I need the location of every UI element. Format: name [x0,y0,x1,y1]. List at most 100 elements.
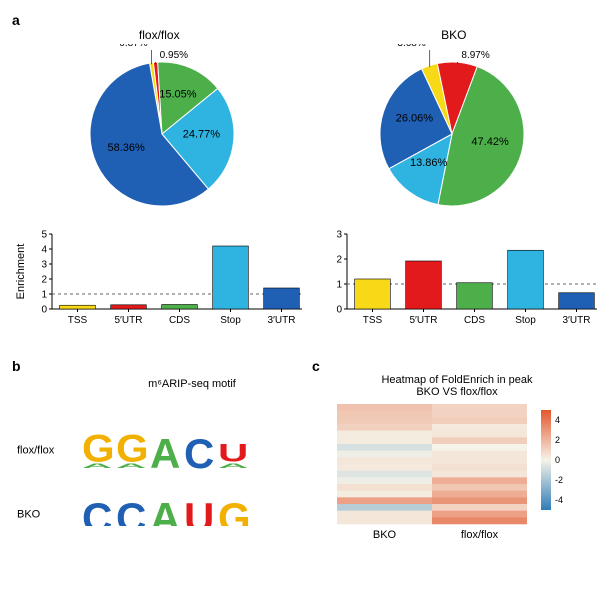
svg-text:5: 5 [41,230,47,241]
colorbar [541,410,551,510]
heat-cell [337,417,432,424]
heat-col-label: BKO [373,529,397,541]
svg-text:4: 4 [41,245,47,256]
logo-letter: C [116,494,146,526]
heat-cell [337,424,432,431]
heat-cell [432,424,527,431]
heat-cell [337,497,432,504]
logo-letter: U [218,440,248,468]
panel-b-title: m⁶ARIP-seq motif [72,378,312,390]
bar-xlabel: 5′UTR [409,315,437,326]
motif-row-label: flox/flox [17,444,55,456]
heat-cell [432,517,527,524]
heat-cell [337,451,432,458]
heat-col-label: flox/flox [461,529,499,541]
bar-3′UTR [558,293,594,309]
figure-root: a flox/flox 0.87% 0.95% 15.05% 24.77% 58.36%… [0,0,613,576]
heat-cell [337,484,432,491]
pie-left: 0.87% 0.95% 15.05% 24.77% 58.36% [12,44,302,224]
svg-text:0: 0 [336,305,342,316]
colorbar-tick: -4 [555,495,563,505]
logo-letter: G [116,426,149,470]
bar-xlabel: 3′UTR [268,315,296,326]
pie-label: 13.86% [409,157,447,169]
bar-xlabel: CDS [169,315,190,326]
motif-logos: flox/floxAGAGACAUBKOCCAUG [12,396,312,526]
heat-cell [337,477,432,484]
heat-cell [432,497,527,504]
bar-xlabel: CDS [463,315,484,326]
panel-label-a: a [12,12,601,28]
panel-bc-row: b m⁶ARIP-seq motif flox/floxAGAGACAUBKOC… [12,344,601,558]
panel-c: c Heatmap of FoldEnrich in peak BKO VS f… [312,358,602,558]
bar-xlabel: Stop [220,315,241,326]
panel-a-row: flox/flox 0.87%0.95%15.05%24.77%58.36% 0… [12,28,601,344]
pie-title-right: BKO [307,28,602,42]
logo-letter: A [150,430,180,477]
logo-letter: G [218,494,251,526]
bar-xlabel: 3′UTR [562,315,590,326]
panel-c-title1: Heatmap of FoldEnrich in peak [312,374,602,386]
panel-b: b m⁶ARIP-seq motif flox/floxAGAGACAUBKOC… [12,358,312,558]
pie-label: 0.95% [160,50,188,61]
svg-text:2: 2 [336,255,342,266]
heat-cell [432,404,527,411]
heat-cell [432,411,527,418]
colorbar-tick: 2 [555,435,560,445]
pie-label: 0.87% [119,44,147,49]
heat-cell [337,504,432,511]
colorbar-tick: 0 [555,455,560,465]
bar-CDS [162,305,198,310]
heat-cell [432,484,527,491]
heat-cell [432,511,527,518]
pie-label: 26.06% [395,113,433,125]
pie-label: 24.77% [183,129,221,141]
bar-xlabel: Stop [515,315,536,326]
heat-cell [432,444,527,451]
logo-letter: C [184,430,214,477]
panel-label-b: b [12,358,312,374]
heat-cell [337,471,432,478]
bar-xlabel: 5′UTR [115,315,143,326]
bar-TSS [354,279,390,309]
bar-Stop [507,250,543,309]
heat-cell [432,431,527,438]
heat-cell [337,457,432,464]
bar-CDS [456,283,492,309]
pie-label: 47.42% [471,136,509,148]
svg-text:2: 2 [41,275,47,286]
heat-cell [432,451,527,458]
pie-label: 58.36% [107,142,145,154]
heat-cell [337,511,432,518]
heat-cell [432,437,527,444]
heat-cell [432,457,527,464]
colorbar-tick: 4 [555,415,560,425]
panel-c-title2: BKO VS flox/flox [312,386,602,398]
logo-letter: U [184,494,214,526]
pie-label: 15.05% [159,89,197,101]
heat-cell [432,491,527,498]
svg-text:3: 3 [41,260,47,271]
svg-text:0: 0 [41,305,47,316]
pie-right: 3.68%8.97%47.42%13.86%26.06% [307,44,597,224]
motif-row-label: BKO [17,508,41,520]
bar-Stop [213,246,249,309]
pie-label: 3.68% [397,44,425,49]
heat-cell [337,404,432,411]
bar-TSS [60,305,96,309]
heat-cell [432,417,527,424]
heatmap: BKOflox/flox420-2-4 [312,398,602,553]
heat-cell [337,464,432,471]
svg-text:1: 1 [41,290,47,301]
svg-text:1: 1 [336,280,342,291]
heat-cell [337,491,432,498]
bar-ylabel: Enrichment [15,244,27,300]
svg-text:3: 3 [336,230,342,241]
logo-letter: G [82,426,115,470]
heat-cell [337,517,432,524]
bar-5′UTR [111,305,147,309]
logo-letter: A [150,494,180,526]
bar-xlabel: TSS [362,315,382,326]
heat-cell [337,431,432,438]
bar-xlabel: TSS [68,315,88,326]
